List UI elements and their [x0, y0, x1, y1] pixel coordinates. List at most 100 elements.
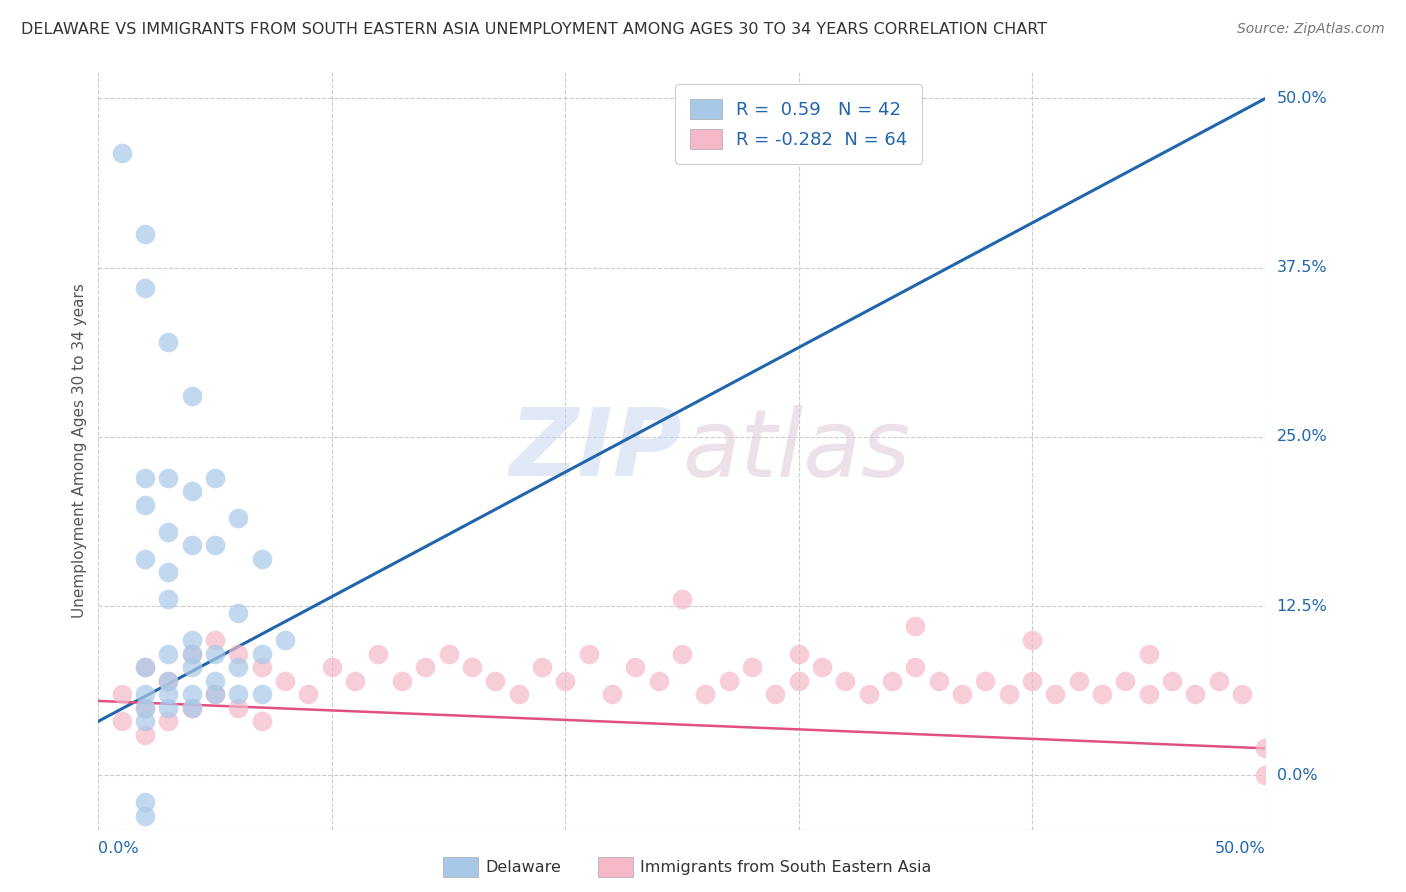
Text: Source: ZipAtlas.com: Source: ZipAtlas.com — [1237, 22, 1385, 37]
Text: 12.5%: 12.5% — [1277, 599, 1327, 614]
Point — [717, 673, 740, 688]
Point — [111, 145, 134, 160]
Point — [997, 687, 1019, 701]
Text: 50.0%: 50.0% — [1215, 840, 1265, 855]
Point — [204, 470, 226, 484]
Point — [974, 673, 997, 688]
Point — [134, 281, 156, 295]
Point — [157, 700, 180, 714]
Text: 0.0%: 0.0% — [1277, 768, 1317, 783]
Point — [134, 660, 156, 674]
Point — [834, 673, 856, 688]
Text: atlas: atlas — [682, 405, 910, 496]
Point — [250, 551, 273, 566]
Point — [250, 714, 273, 729]
Text: DELAWARE VS IMMIGRANTS FROM SOUTH EASTERN ASIA UNEMPLOYMENT AMONG AGES 30 TO 34 : DELAWARE VS IMMIGRANTS FROM SOUTH EASTER… — [21, 22, 1047, 37]
Point — [204, 538, 226, 552]
Point — [695, 687, 717, 701]
Point — [157, 335, 180, 350]
Point — [157, 524, 180, 539]
Point — [180, 538, 202, 552]
Point — [228, 687, 250, 701]
Point — [274, 673, 297, 688]
Point — [787, 673, 810, 688]
Point — [858, 687, 880, 701]
Text: 25.0%: 25.0% — [1277, 429, 1327, 444]
Point — [437, 647, 460, 661]
Point — [671, 647, 693, 661]
Point — [134, 728, 156, 742]
Text: ZIP: ZIP — [509, 404, 682, 497]
Point — [811, 660, 834, 674]
Point — [157, 673, 180, 688]
Point — [228, 511, 250, 525]
Point — [180, 389, 202, 403]
Point — [1137, 687, 1160, 701]
Point — [787, 647, 810, 661]
Point — [250, 647, 273, 661]
Text: Immigrants from South Eastern Asia: Immigrants from South Eastern Asia — [640, 860, 931, 874]
Text: 0.0%: 0.0% — [98, 840, 139, 855]
Point — [180, 647, 202, 661]
Point — [297, 687, 319, 701]
Text: Delaware: Delaware — [485, 860, 561, 874]
Point — [228, 700, 250, 714]
Point — [391, 673, 413, 688]
Point — [180, 660, 202, 674]
Point — [134, 700, 156, 714]
Point — [1045, 687, 1067, 701]
Text: 37.5%: 37.5% — [1277, 260, 1327, 275]
Point — [204, 687, 226, 701]
Point — [508, 687, 530, 701]
Point — [1067, 673, 1090, 688]
Point — [157, 647, 180, 661]
Y-axis label: Unemployment Among Ages 30 to 34 years: Unemployment Among Ages 30 to 34 years — [72, 283, 87, 618]
Point — [250, 660, 273, 674]
Point — [1254, 741, 1277, 756]
Point — [204, 647, 226, 661]
Point — [950, 687, 973, 701]
Point — [134, 660, 156, 674]
Point — [157, 566, 180, 580]
Point — [157, 592, 180, 607]
Point — [180, 633, 202, 648]
Point — [180, 647, 202, 661]
Point — [134, 700, 156, 714]
Point — [763, 687, 786, 701]
Point — [228, 647, 250, 661]
Point — [134, 470, 156, 484]
Point — [180, 700, 202, 714]
Point — [554, 673, 576, 688]
Point — [180, 700, 202, 714]
Point — [1021, 633, 1043, 648]
Point — [1184, 687, 1206, 701]
Point — [1091, 687, 1114, 701]
Point — [484, 673, 506, 688]
Point — [134, 551, 156, 566]
Point — [600, 687, 623, 701]
Point — [904, 660, 927, 674]
Point — [134, 809, 156, 823]
Point — [1021, 673, 1043, 688]
Point — [624, 660, 647, 674]
Point — [204, 633, 226, 648]
Point — [250, 687, 273, 701]
Point — [1161, 673, 1184, 688]
Point — [157, 470, 180, 484]
Point — [578, 647, 600, 661]
Point — [228, 606, 250, 620]
Point — [157, 714, 180, 729]
Point — [1254, 768, 1277, 782]
Point — [344, 673, 367, 688]
Point — [647, 673, 669, 688]
Point — [1230, 687, 1253, 701]
Point — [741, 660, 763, 674]
Point — [321, 660, 343, 674]
Point — [134, 714, 156, 729]
Legend: R =  0.59   N = 42, R = -0.282  N = 64: R = 0.59 N = 42, R = -0.282 N = 64 — [675, 84, 922, 164]
Point — [157, 673, 180, 688]
Point — [461, 660, 484, 674]
Point — [134, 227, 156, 241]
Point — [1208, 673, 1230, 688]
Point — [928, 673, 950, 688]
